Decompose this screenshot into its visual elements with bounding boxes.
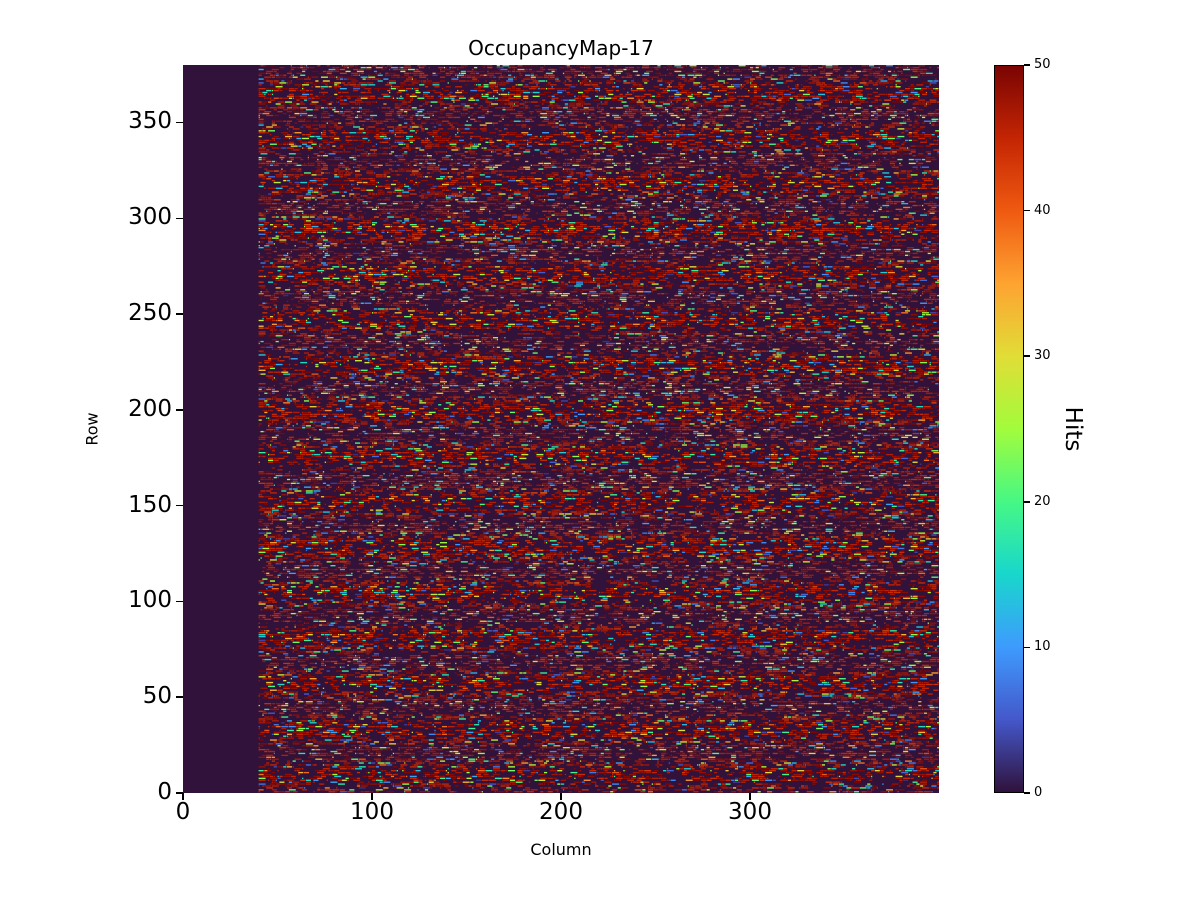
y-tick-mark: [176, 600, 183, 603]
colorbar-tick-mark: [1024, 64, 1030, 66]
x-tick-label: 200: [539, 799, 583, 825]
y-tick-label: 350: [128, 108, 172, 135]
colorbar-label: Hits: [1060, 406, 1086, 452]
y-tick-label: 0: [157, 779, 172, 805]
x-tick-mark: [560, 793, 562, 800]
colorbar-tick-label: 50: [1034, 57, 1051, 72]
y-tick-label: 50: [142, 683, 172, 710]
colorbar: [994, 65, 1024, 793]
heatmap-plot: [183, 65, 939, 793]
colorbar-tick-mark: [1024, 355, 1030, 357]
heatmap-canvas: [183, 65, 939, 793]
colorbar-tick-mark: [1024, 209, 1030, 212]
y-tick-mark: [176, 696, 183, 698]
colorbar-tick-label: 0: [1034, 785, 1043, 800]
chart-title: OccupancyMap-17: [468, 36, 654, 60]
y-tick-label: 200: [128, 395, 172, 422]
y-tick-mark: [176, 121, 183, 124]
colorbar-tick-label: 40: [1034, 202, 1051, 218]
y-tick-label: 150: [128, 491, 172, 518]
colorbar-tick-mark: [1024, 646, 1030, 649]
x-tick-mark: [371, 793, 373, 800]
y-tick-mark: [176, 217, 183, 219]
x-axis-label: Column: [530, 840, 592, 859]
x-tick-mark: [749, 793, 751, 800]
x-tick-label: 300: [728, 799, 772, 825]
y-tick-mark: [176, 313, 183, 315]
x-tick-mark: [182, 793, 184, 800]
colorbar-tick-label: 30: [1034, 348, 1051, 364]
x-tick-label: 0: [175, 799, 191, 825]
x-tick-label: 100: [350, 799, 394, 825]
colorbar-tick-label: 20: [1034, 493, 1051, 509]
y-tick-label: 250: [128, 300, 172, 327]
y-tick-label: 300: [128, 204, 172, 231]
y-tick-mark: [176, 504, 183, 507]
colorbar-tick-mark: [1024, 792, 1030, 794]
y-tick-mark: [176, 409, 183, 411]
y-tick-mark: [176, 792, 183, 794]
colorbar-tick-label: 10: [1034, 639, 1051, 655]
y-tick-label: 100: [128, 587, 172, 614]
colorbar-tick-mark: [1024, 501, 1030, 503]
